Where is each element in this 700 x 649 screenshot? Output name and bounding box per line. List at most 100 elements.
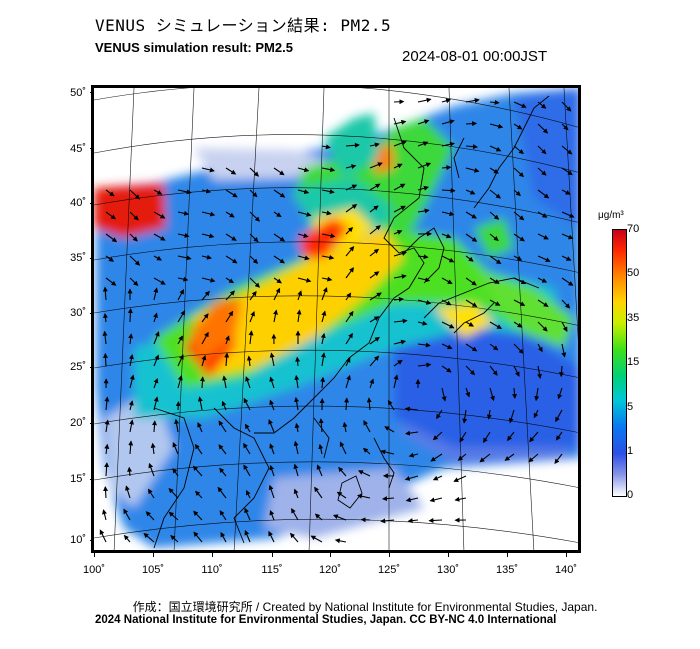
wind-vector <box>504 453 515 461</box>
lon-tick <box>153 553 154 557</box>
pm25-field <box>94 88 581 548</box>
wind-vector <box>153 233 166 241</box>
wind-vector <box>393 140 407 147</box>
wind-vector <box>457 453 467 461</box>
license-line: 2024 National Institute for Environmenta… <box>95 614 557 626</box>
wind-vector <box>201 313 209 323</box>
wind-vector <box>363 420 371 433</box>
wind-vector <box>273 189 286 198</box>
wind-vector <box>559 365 565 378</box>
title-en: VENUS simulation result: PM2.5 <box>95 40 293 55</box>
wind-vector <box>380 449 395 455</box>
wind-vector <box>345 226 354 235</box>
wind-vector <box>513 167 525 178</box>
wind-vector <box>243 464 251 477</box>
wind-vector <box>177 189 192 195</box>
wind-vector <box>428 517 443 523</box>
wind-vector <box>417 97 432 103</box>
wind-vector <box>486 409 492 420</box>
wind-vector <box>417 119 430 125</box>
wind-vector <box>172 441 179 455</box>
wind-vector <box>310 535 323 543</box>
lon-label-125: 125˚ <box>377 564 401 576</box>
wind-vector <box>417 208 430 214</box>
wind-vector <box>441 165 452 171</box>
wind-vector <box>537 101 547 109</box>
wind-vector <box>199 376 205 389</box>
wind-vector <box>561 123 569 131</box>
wind-vector <box>295 356 301 367</box>
wind-vector <box>489 321 503 330</box>
wind-vector <box>537 321 548 332</box>
wind-vector <box>150 442 156 455</box>
wind-vector <box>219 467 227 477</box>
wind-vector <box>529 431 539 443</box>
wind-vector <box>201 290 210 301</box>
wind-vector <box>441 387 447 402</box>
wind-vector <box>103 352 109 367</box>
wind-vector <box>332 514 347 521</box>
wind-vector <box>561 101 572 112</box>
wind-vector <box>513 343 524 354</box>
wind-vector <box>273 255 285 264</box>
wind-vector <box>225 290 235 301</box>
wind-vector <box>537 189 550 199</box>
wind-vector <box>405 430 419 436</box>
wind-vector <box>297 255 310 261</box>
wind-vector <box>320 376 326 389</box>
colorbar-tick-70: 70 <box>627 223 640 235</box>
wind-vector <box>537 343 543 353</box>
wind-vector <box>513 255 523 261</box>
wind-vector <box>561 189 571 195</box>
wind-vector <box>128 333 134 345</box>
wind-vector <box>105 233 118 243</box>
wind-vector <box>153 396 159 411</box>
wind-vector <box>225 335 230 345</box>
lat-label-15: 15˚ <box>70 473 86 485</box>
wind-vector <box>321 144 331 150</box>
wind-vector <box>357 493 371 499</box>
lon-tick <box>507 553 508 557</box>
wind-vector <box>432 431 443 441</box>
wind-vector <box>320 352 326 367</box>
wind-vector <box>244 529 251 543</box>
wind-vector <box>201 254 212 260</box>
wind-vector <box>506 431 515 442</box>
wind-vector <box>345 204 358 213</box>
colorbar-tick-50: 50 <box>627 267 640 279</box>
wind-vector <box>417 299 432 305</box>
wind-vector <box>512 387 518 399</box>
wind-vector <box>465 233 478 242</box>
wind-vector <box>148 462 155 477</box>
title-jp: VENUS シミュレーション結果: PM2.5 <box>95 16 392 35</box>
wind-vector <box>125 485 131 499</box>
wind-vector <box>537 233 549 240</box>
wind-vector <box>129 374 135 389</box>
lon-tick <box>94 553 95 557</box>
wind-vector <box>269 376 275 389</box>
wind-vector <box>465 299 478 308</box>
wind-vector <box>246 489 251 499</box>
wind-vector <box>561 277 574 286</box>
wind-vector <box>123 508 131 521</box>
wind-vector <box>537 255 551 262</box>
lon-tick <box>272 553 273 557</box>
wind-vector <box>249 310 255 323</box>
wind-vector <box>321 276 333 282</box>
wind-vector <box>249 233 259 243</box>
wind-vector <box>153 255 162 261</box>
wind-vector <box>465 277 477 286</box>
wind-vector <box>197 396 203 411</box>
wind-vector <box>105 211 117 220</box>
wind-vector <box>417 320 428 326</box>
colorbar-unit: μg/m³ <box>598 210 624 221</box>
wind-vector <box>321 210 332 216</box>
wind-vector <box>441 119 455 125</box>
wind-vector <box>561 233 574 240</box>
wind-vector <box>217 486 227 499</box>
wind-vector <box>172 467 179 477</box>
wind-vector <box>105 255 115 262</box>
wind-vector <box>293 463 299 477</box>
map-panel[interactable] <box>94 88 581 553</box>
wind-vector <box>294 374 300 389</box>
